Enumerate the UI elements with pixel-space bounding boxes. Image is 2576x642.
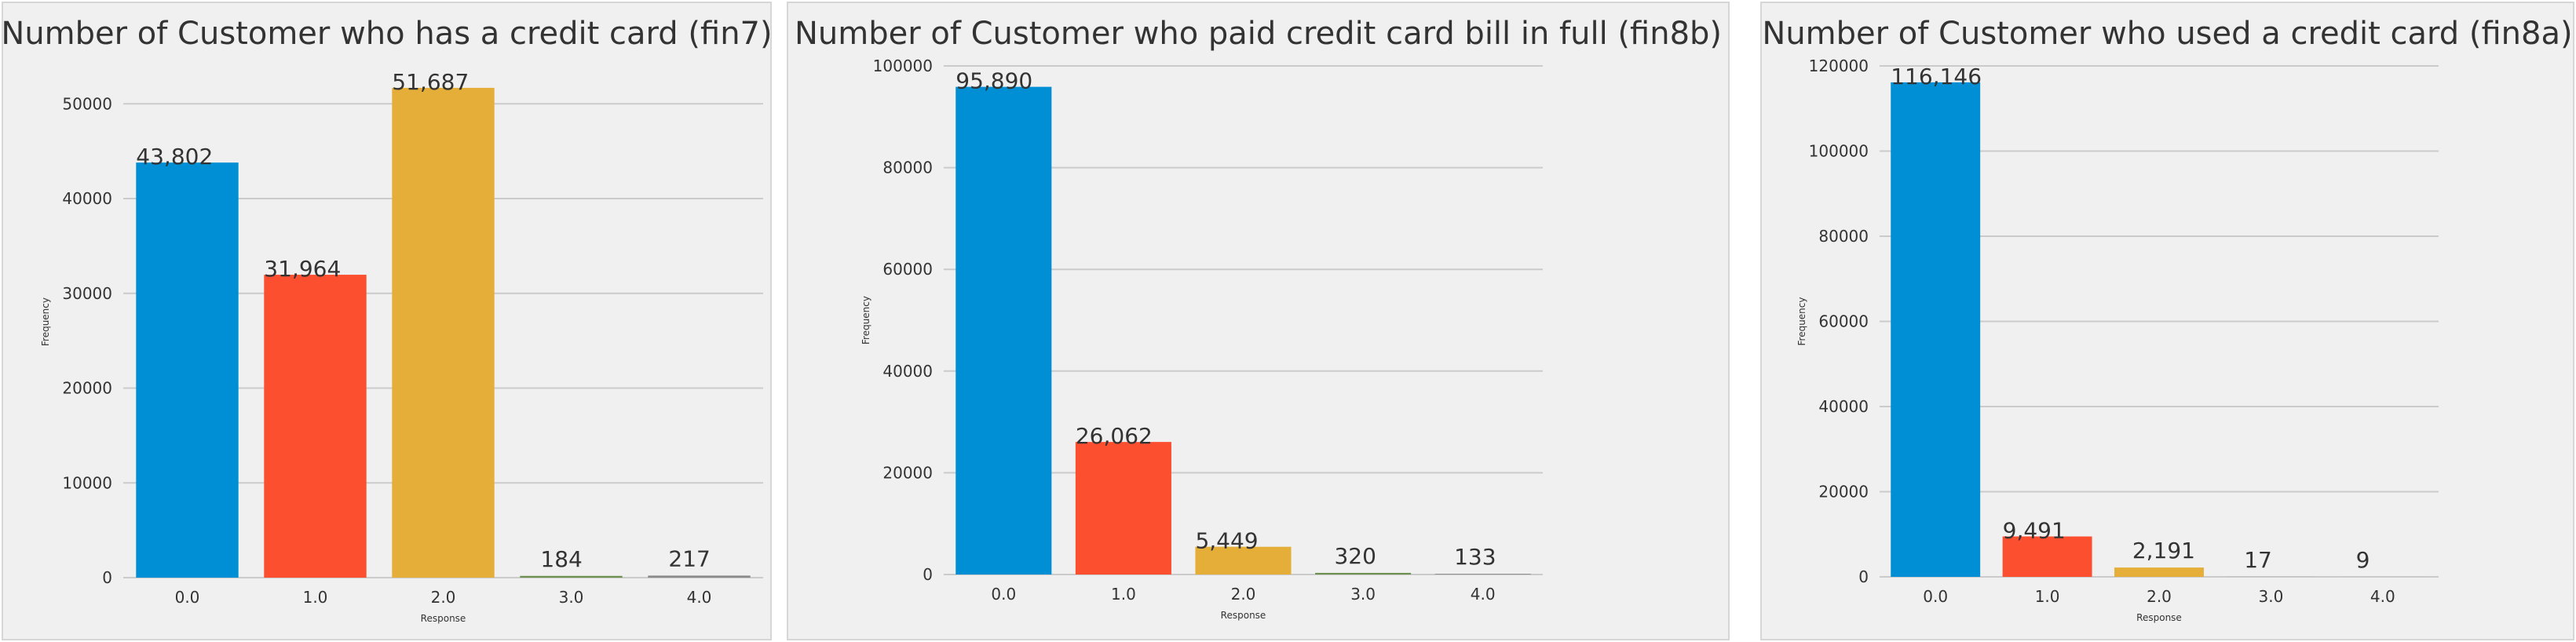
chart-title: Number of Customer who used a credit car…	[1762, 16, 2572, 52]
value-label: 17	[2244, 547, 2272, 573]
y-tick-label: 40000	[1818, 397, 1869, 416]
value-label: 133	[1454, 544, 1496, 570]
y-tick-label: 100000	[873, 57, 933, 75]
y-axis-label: Frequency	[860, 296, 871, 345]
y-tick-label: 80000	[882, 159, 933, 177]
x-tick-label: 1.0	[1111, 585, 1136, 604]
bar	[264, 275, 367, 578]
y-tick-label: 80000	[1818, 227, 1869, 246]
y-tick-label: 20000	[1818, 483, 1869, 502]
value-label: 95,890	[955, 68, 1032, 94]
value-label: 31,964	[264, 256, 341, 282]
bar	[2002, 536, 2092, 577]
x-tick-label: 1.0	[2035, 587, 2060, 606]
y-axis-label: Frequency	[1796, 297, 1807, 346]
chart-title: Number of Customer who paid credit card …	[795, 16, 1722, 52]
value-label: 116,146	[1891, 64, 1982, 89]
x-tick-label: 1.0	[303, 588, 328, 607]
chart-title: Number of Customer who has a credit card…	[1, 16, 772, 52]
y-tick-label: 40000	[62, 189, 112, 208]
y-tick-label: 0	[1858, 567, 1869, 586]
value-label: 51,687	[392, 69, 469, 95]
x-tick-label: 3.0	[559, 588, 584, 607]
panel-background	[787, 2, 1730, 640]
y-tick-label: 40000	[882, 362, 933, 381]
x-tick-label: 0.0	[175, 588, 200, 607]
y-tick-label: 0	[923, 565, 933, 584]
value-label: 43,802	[136, 144, 213, 170]
y-tick-label: 100000	[1809, 142, 1869, 161]
bar	[955, 86, 1052, 575]
value-label: 320	[1334, 543, 1376, 569]
bar	[1075, 442, 1171, 575]
y-tick-label: 30000	[62, 284, 112, 303]
value-label: 217	[668, 545, 710, 571]
y-tick-label: 60000	[1818, 312, 1869, 331]
value-label: 26,062	[1076, 423, 1153, 449]
bar	[1195, 546, 1292, 575]
x-axis-label: Response	[1221, 610, 1266, 621]
bar	[392, 87, 495, 578]
x-tick-label: 0.0	[1923, 587, 1948, 606]
bar	[2114, 567, 2204, 577]
y-axis-label: Frequency	[40, 297, 51, 346]
y-tick-label: 50000	[62, 94, 112, 113]
panel-background	[2, 2, 772, 640]
bar	[136, 162, 239, 578]
value-label: 2,191	[2132, 538, 2195, 564]
x-tick-label: 0.0	[991, 585, 1016, 604]
x-tick-label: 3.0	[1350, 585, 1376, 604]
x-axis-label: Response	[421, 613, 466, 624]
bar	[1315, 572, 1412, 575]
bar	[1434, 574, 1531, 575]
y-tick-label: 20000	[882, 463, 933, 482]
y-tick-label: 10000	[62, 473, 112, 492]
y-tick-label: 120000	[1809, 57, 1869, 75]
x-tick-label: 2.0	[431, 588, 456, 607]
bar	[1891, 82, 1981, 577]
y-tick-label: 20000	[62, 379, 112, 398]
x-tick-label: 4.0	[2370, 587, 2395, 606]
x-tick-label: 2.0	[1231, 585, 1256, 604]
bar	[648, 575, 751, 578]
value-label: 5,449	[1195, 528, 1258, 554]
value-label: 184	[540, 546, 582, 572]
y-tick-label: 60000	[882, 260, 933, 279]
x-tick-label: 2.0	[2147, 587, 2172, 606]
y-tick-label: 0	[102, 568, 112, 587]
x-tick-label: 4.0	[1471, 585, 1496, 604]
x-axis-label: Response	[2136, 612, 2182, 623]
x-tick-label: 3.0	[2258, 587, 2283, 606]
value-label: 9,491	[2003, 518, 2066, 544]
value-label: 9	[2356, 547, 2370, 573]
x-tick-label: 4.0	[687, 588, 712, 607]
bar	[520, 575, 623, 578]
